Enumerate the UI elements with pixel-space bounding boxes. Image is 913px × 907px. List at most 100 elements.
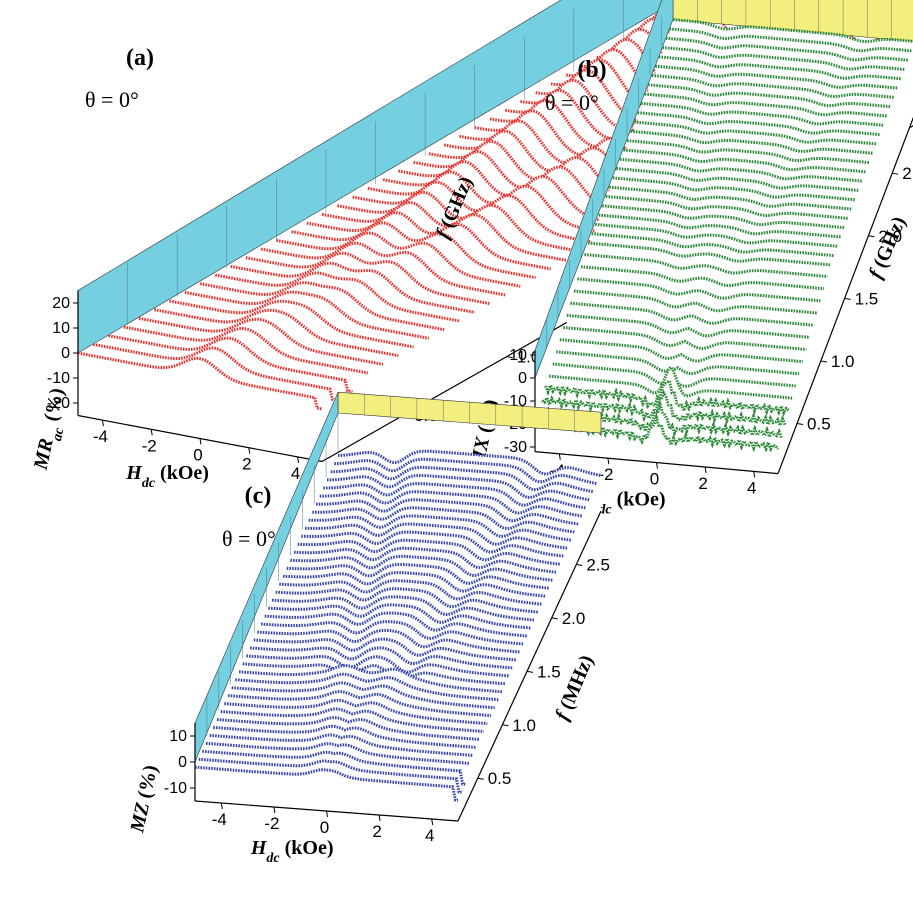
y-tick-label: 2.0 xyxy=(562,609,586,628)
x-tick-label: 0 xyxy=(320,818,329,837)
x-tick-mark xyxy=(753,471,756,478)
z-tick-label: 0 xyxy=(518,370,527,387)
z-axis-title-unit: (%) xyxy=(40,386,68,423)
series-line xyxy=(275,587,539,614)
series-line xyxy=(279,579,543,606)
y-tick-mark xyxy=(576,563,583,566)
y-tick-label: 2.5 xyxy=(902,164,913,183)
series-line xyxy=(276,231,521,288)
y-tick-mark xyxy=(526,670,534,673)
series-line xyxy=(605,194,849,220)
x-tick-label: 2 xyxy=(698,474,707,493)
series-line xyxy=(92,342,338,402)
x-tick-label: -2 xyxy=(142,436,157,455)
series-line xyxy=(290,554,554,582)
y-tick-label: 1.5 xyxy=(855,289,879,308)
series-line xyxy=(337,449,602,477)
x-tick-label: 4 xyxy=(747,478,756,497)
z-tick-label: 20 xyxy=(52,295,70,312)
series-line xyxy=(216,716,481,741)
z-axis-title: MRac (%) xyxy=(30,386,75,474)
z-tick-label: 10 xyxy=(169,728,187,745)
series-line xyxy=(238,664,503,694)
series-line xyxy=(312,506,576,534)
series-line xyxy=(231,681,495,710)
series-line xyxy=(321,200,567,262)
x-tick-mark xyxy=(248,447,251,454)
series-line xyxy=(658,55,902,81)
y-tick-mark xyxy=(506,356,513,359)
y-axis-line xyxy=(777,116,913,474)
x-tick-mark xyxy=(199,438,202,445)
x-axis-title: Hdc (kOe) xyxy=(125,462,209,491)
y-tick-label: 1.5 xyxy=(537,662,561,681)
y-tick-mark xyxy=(551,617,558,620)
x-tick-mark xyxy=(150,429,153,436)
x-tick-mark xyxy=(558,453,561,460)
angle-label: θ = 0° xyxy=(545,90,599,115)
series-line xyxy=(609,185,853,211)
x-tick-label: 4 xyxy=(291,464,300,483)
x-axis-title-unit: (kOe) xyxy=(285,837,334,859)
series-line xyxy=(644,92,888,118)
x-tick-label: 0 xyxy=(650,470,659,489)
y-tick-mark xyxy=(502,724,509,727)
x-tick-mark xyxy=(607,458,610,465)
series-line xyxy=(260,620,525,646)
panel-label: (a) xyxy=(126,45,154,71)
series-line xyxy=(662,46,906,71)
x-tick-label: -4 xyxy=(212,810,227,829)
series-line xyxy=(249,646,514,670)
series-line xyxy=(169,299,414,349)
series-line xyxy=(570,301,814,327)
series-line xyxy=(199,281,445,332)
z-tick-label: -30 xyxy=(504,439,527,456)
series-line xyxy=(602,204,846,230)
series-line xyxy=(235,672,499,702)
x-tick-label: 4 xyxy=(425,826,434,845)
series-line xyxy=(587,241,832,267)
series-line xyxy=(108,334,353,394)
z-tick-label: 0 xyxy=(61,345,70,362)
y-tick-label: 0.5 xyxy=(807,415,831,434)
series-line xyxy=(537,398,783,441)
series-line xyxy=(301,530,565,558)
x-axis-title-symbol: H xyxy=(125,462,143,484)
z-tick-label: -10 xyxy=(47,370,70,387)
angle-label: θ = 0° xyxy=(85,87,139,112)
series-line xyxy=(123,325,369,375)
series-line xyxy=(556,350,800,376)
z-axis-title: MZ(%) xyxy=(126,763,162,835)
series-line xyxy=(573,289,818,315)
x-tick-mark xyxy=(220,802,223,810)
x-tick-mark xyxy=(273,806,276,814)
x-tick-label: 0 xyxy=(193,446,202,465)
series-line xyxy=(297,538,561,566)
series-line xyxy=(154,308,399,358)
x-tick-mark xyxy=(326,810,328,818)
series-line xyxy=(260,241,506,297)
series-line xyxy=(595,222,839,248)
series-line xyxy=(334,457,598,486)
series-line xyxy=(323,482,587,510)
z-tick-label: -10 xyxy=(164,780,187,797)
series-line xyxy=(308,514,572,542)
series-line xyxy=(651,73,895,99)
series-line xyxy=(665,36,910,62)
y-tick-label: 1.0 xyxy=(831,352,855,371)
x-axis-title-unit: (kOe) xyxy=(617,488,666,510)
x-axis-title-symbol: H xyxy=(250,837,268,859)
z-axis-title-symbol: MZ xyxy=(126,801,154,836)
y-tick-label: 0.5 xyxy=(488,769,512,788)
y-axis-title-unit: (GHz) xyxy=(869,213,910,271)
series-line xyxy=(282,571,547,598)
series-mask xyxy=(78,353,322,467)
series-line xyxy=(316,498,580,526)
series-line xyxy=(227,690,492,718)
series-line xyxy=(319,490,583,518)
z-tick-label: 0 xyxy=(178,754,187,771)
series-line xyxy=(198,757,462,794)
x-tick-label: -2 xyxy=(598,465,613,484)
series-line xyxy=(623,148,867,174)
series-line xyxy=(224,698,488,726)
